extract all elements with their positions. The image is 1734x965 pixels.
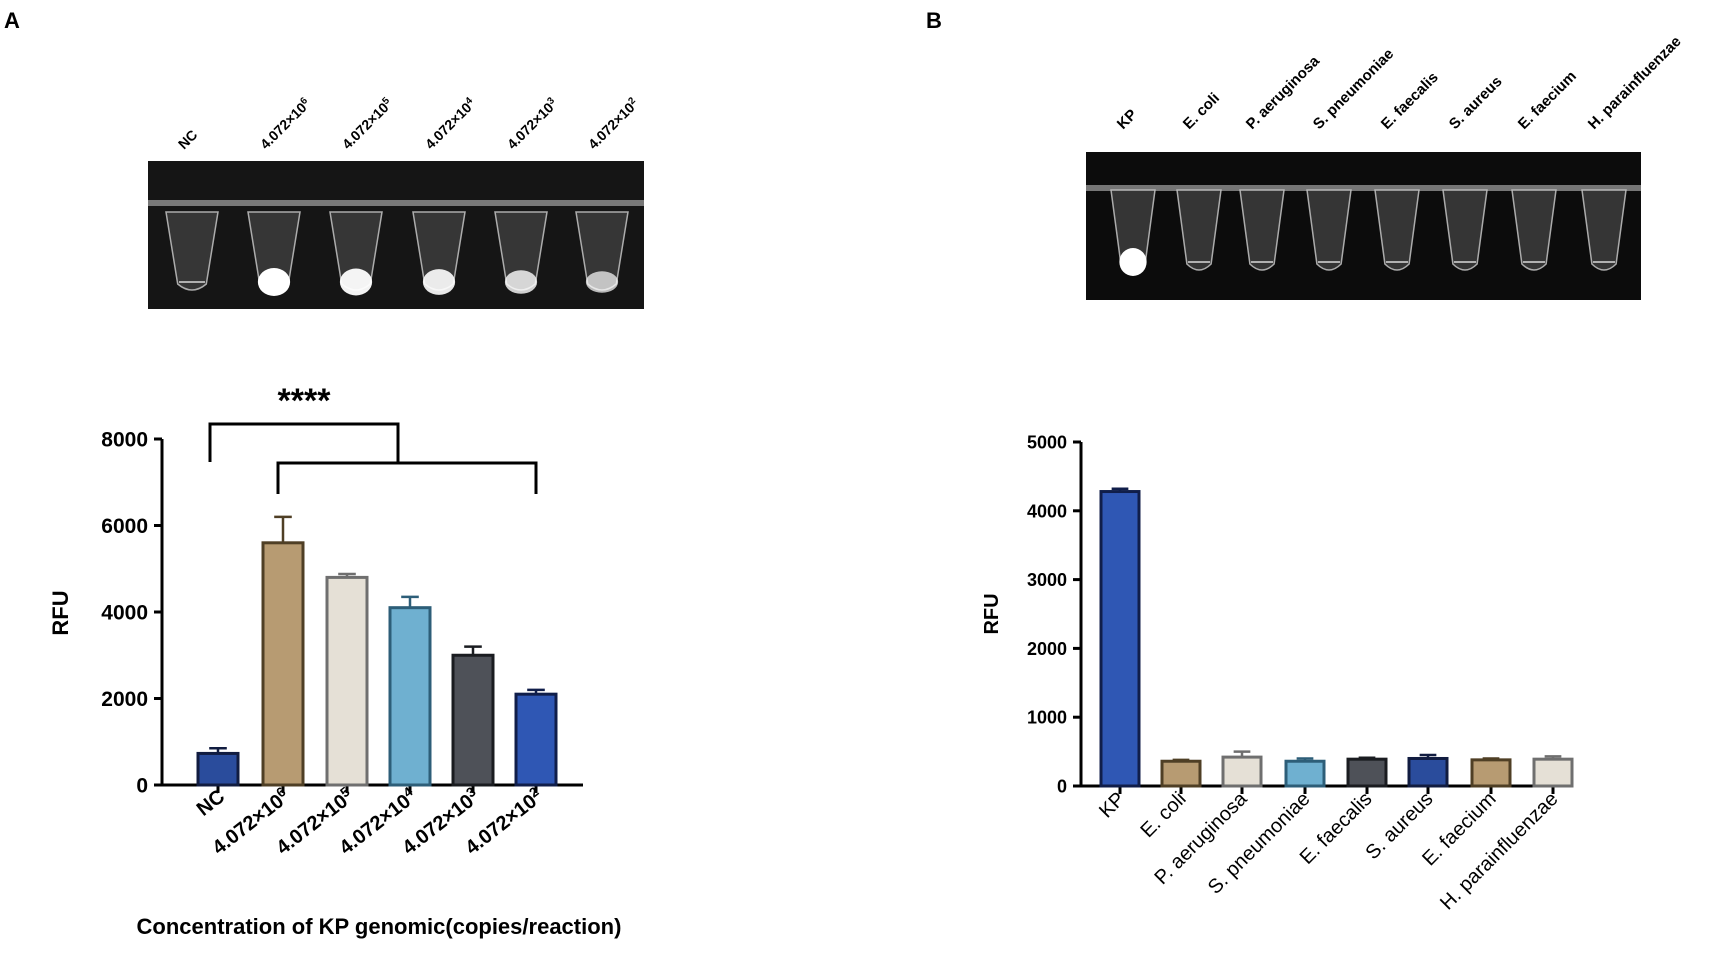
gel-tube-fluorescence <box>422 269 456 295</box>
gel-lane-label: E. faecalis <box>1378 69 1442 133</box>
gel-tube <box>1442 189 1488 271</box>
gel-lane-label-superscript: 6 <box>298 95 310 107</box>
bar <box>451 653 495 787</box>
y-tick-label: 4000 <box>101 602 148 625</box>
y-tick-label: 1000 <box>1027 708 1067 728</box>
gel-lane-label-superscript: 5 <box>380 95 392 107</box>
bar <box>1407 756 1449 788</box>
panel-label-a: A <box>4 8 20 33</box>
x-tick-label-text: E. coli <box>1136 788 1190 842</box>
gel-tube-fluorescence <box>504 270 538 294</box>
gel-image-b-background <box>1086 152 1641 300</box>
gel-lane-label-superscript: 2 <box>626 95 638 107</box>
gel-tube <box>165 211 219 291</box>
bar <box>196 751 240 787</box>
chart-a-x-axis-label: Concentration of KP genomic(copies/react… <box>137 914 622 939</box>
x-tick-label: E. coli <box>1136 788 1190 842</box>
x-tick-label: NC <box>193 786 229 821</box>
bar <box>261 541 305 787</box>
gel-tube <box>1239 189 1285 271</box>
y-tick-label: 0 <box>136 775 148 798</box>
gel-lane-label-superscript: 4 <box>463 95 475 107</box>
chart-a-y-axis-label: RFU <box>48 590 73 635</box>
bar <box>1284 759 1326 788</box>
chart-a-significance <box>208 422 538 494</box>
gel-lane-label: H. parainfluenzae <box>1585 33 1685 133</box>
x-tick-label-text: 4.072×10 <box>461 790 541 859</box>
gel-tube <box>1306 189 1352 271</box>
gel-image-b-tubes <box>1086 185 1641 276</box>
x-tick-label: KP <box>1095 788 1129 822</box>
gel-tube-fluorescence <box>339 268 373 296</box>
gel-image-a: NC 4.072×106 4.072×105 4.072×104 4.072×103 4.… <box>148 95 644 309</box>
gel-lane-label: E. coli <box>1180 90 1223 133</box>
chart-a-bars <box>196 515 558 787</box>
x-tick-label: H. parainfluenzae <box>1436 788 1562 914</box>
significance-bracket-upper <box>208 422 400 463</box>
significance-bracket-lower <box>276 461 538 494</box>
chart-b-y-axis-label: RFU <box>981 593 1003 634</box>
bar <box>1470 758 1512 788</box>
gel-tube <box>1374 189 1420 271</box>
x-tick-label-text: H. parainfluenzae <box>1436 788 1562 914</box>
y-tick-label: 4000 <box>1027 501 1067 521</box>
gel-tube-strip <box>1086 185 1641 191</box>
y-tick-label: 8000 <box>101 429 148 452</box>
y-tick-label: 3000 <box>1027 570 1067 590</box>
bar <box>1346 757 1388 788</box>
gel-lane-label: 4.072×102 <box>584 95 641 152</box>
chart-a-x-tick-labels: NC4.072×1064.072×1054.072×1044.072×1034.… <box>193 783 542 859</box>
gel-lane-label: NC <box>175 126 201 152</box>
y-tick-label: 2000 <box>1027 639 1067 659</box>
bar <box>325 575 369 787</box>
gel-tube <box>1581 189 1627 271</box>
gel-image-a-tubes <box>148 200 644 296</box>
x-tick-label-text: KP <box>1095 788 1129 822</box>
bar <box>1532 757 1574 788</box>
bar <box>388 606 432 787</box>
gel-lane-label: KP <box>1114 106 1141 133</box>
gel-lane-label: 4.072×104 <box>421 95 478 152</box>
bar <box>1160 759 1202 788</box>
chart-a-significance-stars: **** <box>278 382 332 420</box>
gel-tube-fluorescence <box>257 268 291 296</box>
bar <box>1221 755 1263 788</box>
gel-tube <box>1176 189 1222 271</box>
chart-b-bars <box>1099 487 1574 788</box>
gel-lane-label: E. faecium <box>1515 68 1580 133</box>
gel-lane-label: S. aureus <box>1446 73 1506 133</box>
gel-image-a-lane-labels: NC 4.072×106 4.072×105 4.072×104 4.072×103 4.… <box>175 95 642 152</box>
y-tick-label: 5000 <box>1027 432 1067 452</box>
y-tick-label: 2000 <box>101 688 148 711</box>
y-tick-label: 0 <box>1057 776 1067 796</box>
gel-tube-fluorescence <box>1119 248 1147 276</box>
gel-tube-strip <box>148 200 644 206</box>
panel-label-b: B <box>926 8 942 33</box>
gel-lane-label-superscript: 3 <box>545 95 557 107</box>
gel-lane-label: 4.072×106 <box>256 95 313 152</box>
bar <box>1099 490 1141 788</box>
y-tick-label: 6000 <box>101 515 148 538</box>
gel-image-a-background <box>148 161 644 309</box>
gel-tube-fluorescence <box>585 271 619 293</box>
gel-lane-label: 4.072×103 <box>503 95 560 152</box>
x-tick-label-text: NC <box>193 786 229 821</box>
gel-lane-label: 4.072×105 <box>338 95 395 152</box>
gel-tube <box>1511 189 1557 271</box>
bar <box>514 692 558 787</box>
